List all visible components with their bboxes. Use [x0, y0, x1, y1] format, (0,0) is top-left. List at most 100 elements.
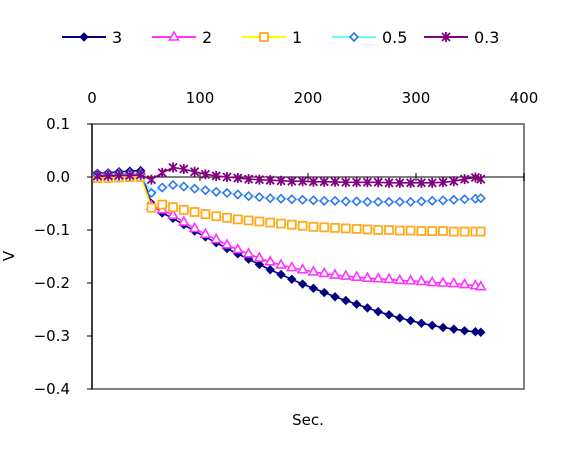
legend-label: 2 — [202, 28, 212, 47]
legend-swatch-marker — [168, 30, 180, 41]
data-point — [297, 220, 308, 231]
data-point — [125, 170, 135, 181]
data-point — [341, 295, 351, 306]
data-point — [211, 186, 222, 197]
data-point — [416, 177, 427, 188]
series-1 — [92, 172, 486, 237]
y-tick-label: −0.1 — [34, 221, 70, 239]
data-point — [265, 217, 276, 228]
data-point — [427, 226, 438, 236]
data-point — [329, 195, 341, 206]
series-group — [91, 162, 487, 337]
data-point — [167, 208, 179, 219]
series-0.5 — [92, 168, 486, 208]
legend-label: 0.3 — [474, 28, 499, 47]
data-point — [351, 224, 362, 234]
data-point — [427, 320, 437, 331]
x-tick-label: 300 — [402, 89, 431, 107]
data-point — [286, 219, 297, 230]
data-point — [135, 169, 146, 180]
data-point — [231, 242, 244, 254]
data-point — [232, 214, 243, 225]
data-point — [362, 303, 373, 313]
x-tick-label: 0 — [87, 89, 97, 107]
data-point — [211, 211, 222, 222]
data-point — [449, 324, 459, 334]
data-point — [232, 189, 243, 200]
data-point — [372, 272, 385, 283]
legend-label: 3 — [112, 28, 122, 47]
data-point — [297, 176, 308, 187]
data-point — [351, 177, 362, 188]
data-point — [448, 194, 459, 205]
data-point — [340, 196, 351, 207]
data-point — [168, 162, 178, 173]
data-point — [211, 170, 221, 181]
data-point — [395, 177, 405, 188]
data-point — [199, 227, 212, 239]
data-point — [383, 272, 395, 284]
data-point — [459, 325, 470, 336]
legend-label: 1 — [292, 28, 302, 47]
data-point — [476, 174, 486, 185]
data-point — [319, 222, 330, 233]
data-point — [254, 174, 265, 185]
data-point — [157, 182, 168, 193]
data-point — [339, 269, 352, 280]
data-point — [167, 179, 179, 191]
data-point — [200, 185, 211, 196]
data-point — [447, 276, 460, 288]
data-point — [383, 196, 395, 208]
data-point — [254, 192, 265, 203]
data-point — [319, 176, 329, 187]
data-point — [157, 167, 167, 178]
data-point — [416, 318, 427, 328]
data-point — [243, 215, 254, 226]
data-point — [253, 251, 266, 262]
legend-item-2: 2 — [152, 28, 212, 47]
data-point — [308, 195, 319, 206]
data-point — [319, 195, 330, 206]
x-tick-labels: 0 100 200 300 400 — [87, 89, 538, 107]
y-tick-label: −0.3 — [34, 327, 70, 345]
data-point — [222, 172, 232, 182]
data-point — [200, 169, 211, 180]
data-point — [200, 209, 211, 220]
data-point — [189, 207, 200, 217]
data-point — [276, 175, 286, 186]
data-point — [297, 194, 308, 205]
data-point — [384, 177, 394, 188]
data-point — [103, 170, 113, 181]
data-point — [350, 270, 363, 281]
data-point — [437, 195, 449, 206]
data-point — [242, 247, 255, 258]
data-point — [179, 164, 189, 175]
data-point — [476, 327, 486, 337]
legend-label: 0.5 — [382, 28, 407, 47]
data-point — [296, 263, 309, 274]
data-point — [285, 260, 298, 272]
data-point — [459, 194, 470, 205]
data-point — [329, 268, 341, 279]
legend-item-3: 3 — [62, 28, 122, 47]
x-tick-label: 100 — [186, 89, 215, 107]
data-point — [114, 170, 124, 181]
data-point — [405, 196, 416, 208]
data-point — [146, 174, 157, 185]
y-tick-label: −0.4 — [34, 380, 70, 398]
legend-item-1: 1 — [242, 28, 302, 47]
data-point — [157, 199, 168, 210]
data-point — [178, 181, 189, 192]
x-tick-label: 200 — [294, 89, 323, 107]
data-point — [276, 269, 286, 280]
data-point — [362, 177, 373, 188]
data-point — [265, 193, 276, 204]
data-point — [361, 271, 374, 283]
data-point — [243, 174, 254, 185]
data-point — [405, 177, 416, 188]
data-point — [265, 265, 275, 275]
y-tick-label: −0.2 — [34, 274, 70, 292]
data-point — [318, 266, 331, 278]
data-point — [178, 204, 189, 215]
data-point — [307, 265, 320, 276]
